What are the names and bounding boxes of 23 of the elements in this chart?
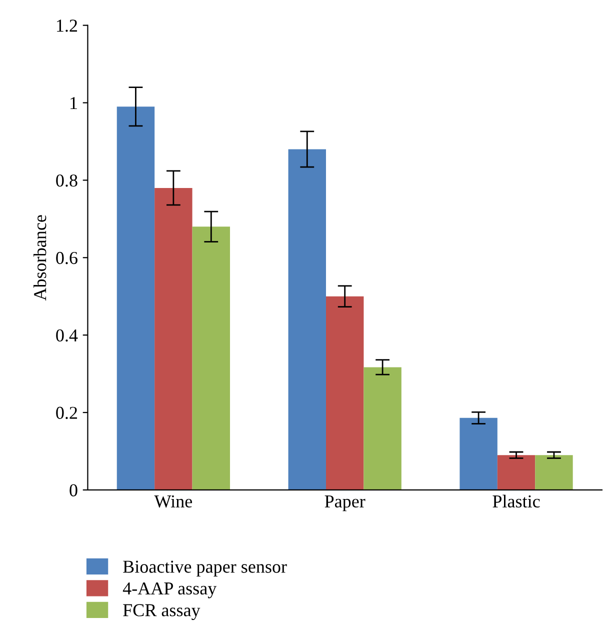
x-tick-label: Wine: [154, 495, 192, 508]
y-tick-label: 0.6: [56, 252, 78, 264]
bar: [364, 367, 402, 490]
legend-label: Bioactive paper sensor: [123, 560, 287, 576]
x-tick-label: Paper: [324, 496, 366, 512]
y-tick-label: 1: [70, 97, 77, 110]
x-tick-label: Plastic: [492, 494, 540, 508]
y-tick-label: 0.4: [56, 329, 78, 342]
y-tick-label: 0.2: [56, 406, 78, 420]
legend-label: 4-AAP assay: [122, 582, 217, 598]
bar: [460, 418, 498, 490]
bar: [192, 226, 230, 490]
bar: [288, 149, 326, 490]
bar: [116, 106, 155, 490]
y-axis-title: Absorbance: [34, 215, 46, 301]
bar: [497, 455, 536, 490]
y-tick-label: 0: [70, 484, 78, 496]
y-tick-label: 0.8: [56, 174, 78, 187]
legend-label: FCR assay: [123, 604, 200, 620]
bar: [535, 455, 573, 490]
y-tick-label: 1.2: [57, 20, 78, 32]
bar: [154, 188, 192, 490]
bar: [326, 296, 364, 490]
